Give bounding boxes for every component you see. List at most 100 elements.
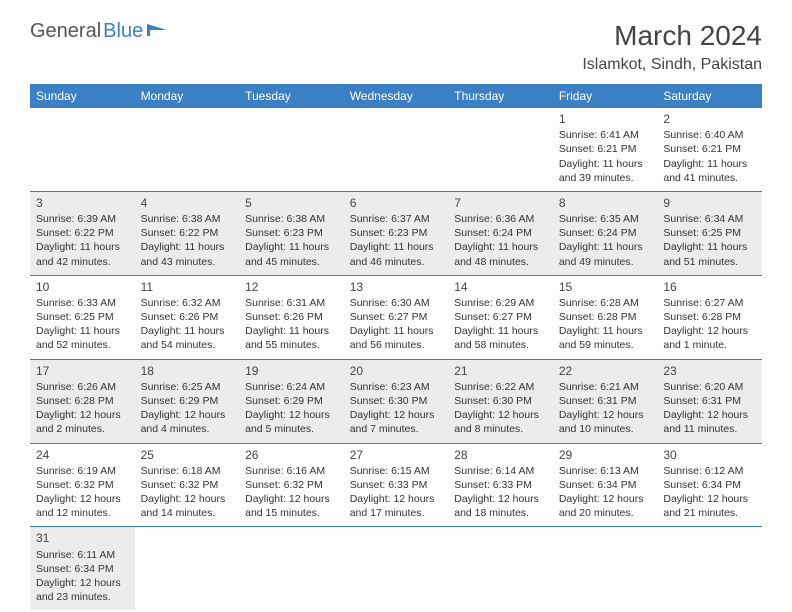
sunset-text: Sunset: 6:25 PM xyxy=(663,226,756,240)
sunset-text: Sunset: 6:21 PM xyxy=(663,142,756,156)
daylight-text: Daylight: 11 hours and 51 minutes. xyxy=(663,240,756,268)
calendar-day: 24Sunrise: 6:19 AMSunset: 6:32 PMDayligh… xyxy=(30,443,135,527)
sunset-text: Sunset: 6:31 PM xyxy=(559,394,652,408)
calendar-header-row: SundayMondayTuesdayWednesdayThursdayFrid… xyxy=(30,84,762,108)
sunrise-text: Sunrise: 6:28 AM xyxy=(559,296,652,310)
day-number: 13 xyxy=(350,279,443,295)
calendar-week: 1Sunrise: 6:41 AMSunset: 6:21 PMDaylight… xyxy=(30,108,762,191)
calendar-empty xyxy=(30,108,135,191)
calendar-day: 30Sunrise: 6:12 AMSunset: 6:34 PMDayligh… xyxy=(657,443,762,527)
calendar-day: 11Sunrise: 6:32 AMSunset: 6:26 PMDayligh… xyxy=(135,275,240,359)
calendar-day: 31Sunrise: 6:11 AMSunset: 6:34 PMDayligh… xyxy=(30,527,135,610)
calendar-empty xyxy=(344,527,449,610)
sunrise-text: Sunrise: 6:36 AM xyxy=(454,212,547,226)
sunset-text: Sunset: 6:33 PM xyxy=(350,478,443,492)
day-number: 23 xyxy=(663,363,756,379)
day-number: 3 xyxy=(36,195,129,211)
calendar-day: 16Sunrise: 6:27 AMSunset: 6:28 PMDayligh… xyxy=(657,275,762,359)
sunset-text: Sunset: 6:22 PM xyxy=(36,226,129,240)
calendar-day: 10Sunrise: 6:33 AMSunset: 6:25 PMDayligh… xyxy=(30,275,135,359)
sunrise-text: Sunrise: 6:26 AM xyxy=(36,380,129,394)
sunset-text: Sunset: 6:29 PM xyxy=(245,394,338,408)
day-header: Tuesday xyxy=(239,84,344,108)
sunset-text: Sunset: 6:32 PM xyxy=(141,478,234,492)
sunrise-text: Sunrise: 6:11 AM xyxy=(36,548,129,562)
calendar-empty xyxy=(448,108,553,191)
sunrise-text: Sunrise: 6:16 AM xyxy=(245,464,338,478)
daylight-text: Daylight: 12 hours and 7 minutes. xyxy=(350,408,443,436)
sunrise-text: Sunrise: 6:38 AM xyxy=(245,212,338,226)
sunrise-text: Sunrise: 6:13 AM xyxy=(559,464,652,478)
calendar-empty xyxy=(344,108,449,191)
calendar-day: 9Sunrise: 6:34 AMSunset: 6:25 PMDaylight… xyxy=(657,191,762,275)
day-number: 15 xyxy=(559,279,652,295)
calendar-table: SundayMondayTuesdayWednesdayThursdayFrid… xyxy=(30,84,762,610)
sunset-text: Sunset: 6:27 PM xyxy=(454,310,547,324)
calendar-empty xyxy=(239,527,344,610)
sunset-text: Sunset: 6:33 PM xyxy=(454,478,547,492)
calendar-day: 26Sunrise: 6:16 AMSunset: 6:32 PMDayligh… xyxy=(239,443,344,527)
sunrise-text: Sunrise: 6:38 AM xyxy=(141,212,234,226)
day-number: 19 xyxy=(245,363,338,379)
daylight-text: Daylight: 12 hours and 17 minutes. xyxy=(350,492,443,520)
header: General Blue March 2024 Islamkot, Sindh,… xyxy=(30,20,762,74)
day-number: 30 xyxy=(663,447,756,463)
sunset-text: Sunset: 6:29 PM xyxy=(141,394,234,408)
day-number: 28 xyxy=(454,447,547,463)
calendar-week: 17Sunrise: 6:26 AMSunset: 6:28 PMDayligh… xyxy=(30,359,762,443)
day-number: 24 xyxy=(36,447,129,463)
daylight-text: Daylight: 12 hours and 21 minutes. xyxy=(663,492,756,520)
sunset-text: Sunset: 6:30 PM xyxy=(350,394,443,408)
sunset-text: Sunset: 6:27 PM xyxy=(350,310,443,324)
day-number: 25 xyxy=(141,447,234,463)
calendar-day: 7Sunrise: 6:36 AMSunset: 6:24 PMDaylight… xyxy=(448,191,553,275)
sunset-text: Sunset: 6:24 PM xyxy=(559,226,652,240)
calendar-day: 14Sunrise: 6:29 AMSunset: 6:27 PMDayligh… xyxy=(448,275,553,359)
sunset-text: Sunset: 6:32 PM xyxy=(36,478,129,492)
logo-text-dark: General xyxy=(30,20,101,43)
sunset-text: Sunset: 6:34 PM xyxy=(36,562,129,576)
sunrise-text: Sunrise: 6:14 AM xyxy=(454,464,547,478)
calendar-day: 29Sunrise: 6:13 AMSunset: 6:34 PMDayligh… xyxy=(553,443,658,527)
calendar-day: 3Sunrise: 6:39 AMSunset: 6:22 PMDaylight… xyxy=(30,191,135,275)
day-header: Sunday xyxy=(30,84,135,108)
calendar-week: 10Sunrise: 6:33 AMSunset: 6:25 PMDayligh… xyxy=(30,275,762,359)
daylight-text: Daylight: 12 hours and 18 minutes. xyxy=(454,492,547,520)
daylight-text: Daylight: 11 hours and 56 minutes. xyxy=(350,324,443,352)
day-header: Friday xyxy=(553,84,658,108)
day-number: 4 xyxy=(141,195,234,211)
daylight-text: Daylight: 12 hours and 15 minutes. xyxy=(245,492,338,520)
daylight-text: Daylight: 12 hours and 20 minutes. xyxy=(559,492,652,520)
day-number: 27 xyxy=(350,447,443,463)
sunrise-text: Sunrise: 6:30 AM xyxy=(350,296,443,310)
day-number: 5 xyxy=(245,195,338,211)
sunrise-text: Sunrise: 6:34 AM xyxy=(663,212,756,226)
daylight-text: Daylight: 11 hours and 46 minutes. xyxy=(350,240,443,268)
day-header: Wednesday xyxy=(344,84,449,108)
sunrise-text: Sunrise: 6:19 AM xyxy=(36,464,129,478)
daylight-text: Daylight: 12 hours and 8 minutes. xyxy=(454,408,547,436)
calendar-empty xyxy=(135,108,240,191)
sunset-text: Sunset: 6:28 PM xyxy=(663,310,756,324)
daylight-text: Daylight: 12 hours and 5 minutes. xyxy=(245,408,338,436)
daylight-text: Daylight: 11 hours and 54 minutes. xyxy=(141,324,234,352)
sunset-text: Sunset: 6:32 PM xyxy=(245,478,338,492)
sunset-text: Sunset: 6:23 PM xyxy=(245,226,338,240)
daylight-text: Daylight: 12 hours and 1 minute. xyxy=(663,324,756,352)
sunrise-text: Sunrise: 6:21 AM xyxy=(559,380,652,394)
sunrise-text: Sunrise: 6:40 AM xyxy=(663,128,756,142)
sunrise-text: Sunrise: 6:33 AM xyxy=(36,296,129,310)
day-number: 31 xyxy=(36,530,129,546)
daylight-text: Daylight: 12 hours and 12 minutes. xyxy=(36,492,129,520)
calendar-empty xyxy=(553,527,658,610)
daylight-text: Daylight: 12 hours and 2 minutes. xyxy=(36,408,129,436)
daylight-text: Daylight: 11 hours and 41 minutes. xyxy=(663,157,756,185)
calendar-day: 2Sunrise: 6:40 AMSunset: 6:21 PMDaylight… xyxy=(657,108,762,191)
day-number: 11 xyxy=(141,279,234,295)
sunset-text: Sunset: 6:26 PM xyxy=(245,310,338,324)
calendar-day: 28Sunrise: 6:14 AMSunset: 6:33 PMDayligh… xyxy=(448,443,553,527)
logo: General Blue xyxy=(30,20,169,43)
calendar-day: 6Sunrise: 6:37 AMSunset: 6:23 PMDaylight… xyxy=(344,191,449,275)
day-header: Saturday xyxy=(657,84,762,108)
sunset-text: Sunset: 6:31 PM xyxy=(663,394,756,408)
